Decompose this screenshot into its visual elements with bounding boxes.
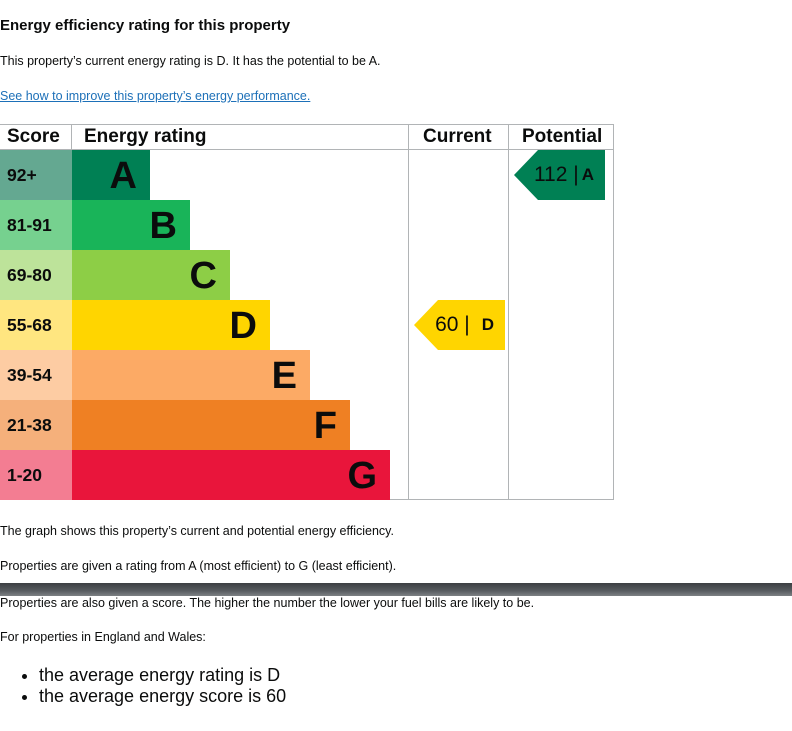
averages-list: the average energy rating is D the avera…: [0, 665, 286, 707]
rating-letter-f: F: [313, 405, 337, 447]
rating-bar-e: E: [72, 350, 310, 400]
improve-energy-link[interactable]: See how to improve this property’s energ…: [0, 89, 311, 103]
rating-bar-b: B: [72, 200, 190, 250]
graph-note: The graph shows this property’s current …: [0, 524, 394, 538]
rating-summary: This property’s current energy rating is…: [0, 54, 381, 68]
rating-bar-a: A: [72, 150, 150, 200]
potential-header: Potential: [522, 126, 603, 147]
rating-letter-a: A: [109, 155, 137, 197]
region-note: For properties in England and Wales:: [0, 630, 206, 644]
list-item: the average energy score is 60: [39, 686, 286, 707]
rating-letter-c: C: [189, 255, 217, 297]
score-note: Properties are also given a score. The h…: [0, 596, 535, 610]
header-divider: [0, 149, 614, 150]
page-title: Energy efficiency rating for this proper…: [0, 17, 291, 34]
rating-scale-note: Properties are given a rating from A (mo…: [0, 559, 397, 573]
score-header: Score: [7, 126, 60, 147]
potential-column-divider: [508, 124, 509, 500]
rating-letter-d: D: [229, 305, 257, 347]
score-band-d: 55-68: [0, 300, 72, 350]
energy-rating-chart: Score Energy rating Current Potential 92…: [0, 124, 615, 501]
score-band-c: 69-80: [0, 250, 72, 300]
rating-letter-b: B: [149, 205, 177, 247]
rating-letter-g: G: [347, 455, 377, 497]
rating-bar-c: C: [72, 250, 230, 300]
rating-letter-e: E: [271, 355, 297, 397]
current-letter: D: [481, 315, 494, 334]
score-band-e: 39-54: [0, 350, 72, 400]
window-divider: [0, 583, 792, 596]
list-item: the average energy rating is D: [39, 665, 286, 686]
potential-score-label: 112 |: [533, 163, 579, 186]
score-band-b: 81-91: [0, 200, 72, 250]
current-column-divider: [408, 124, 409, 500]
energy-rating-header: Energy rating: [84, 126, 207, 147]
rating-bar-g: G: [72, 450, 390, 500]
score-band-f: 21-38: [0, 400, 72, 450]
score-band-g: 1-20: [0, 450, 72, 500]
potential-letter: A: [581, 165, 594, 184]
current-score-label: 60 |: [435, 313, 470, 336]
score-column-divider: [71, 124, 72, 150]
rating-bar-d: D: [72, 300, 270, 350]
score-band-a: 92+: [0, 150, 72, 200]
rating-bar-f: F: [72, 400, 350, 450]
current-header: Current: [423, 126, 492, 147]
